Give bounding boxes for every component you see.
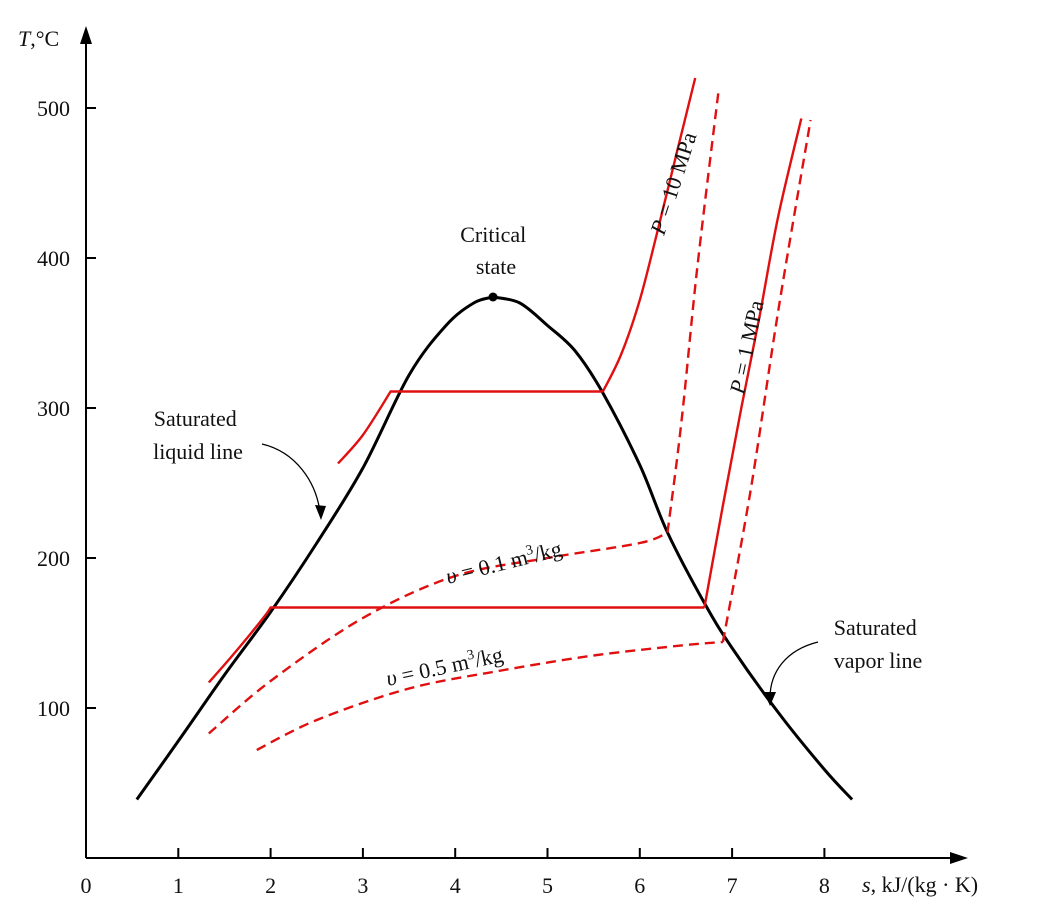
y-axis-label-symbol: T: [18, 26, 32, 51]
x-tick-label: 4: [450, 873, 461, 898]
x-ticks: 0 1 2 3 4 5 6 7 8: [81, 848, 830, 898]
isobar-1mpa-value: = 1 MPa: [727, 298, 768, 383]
saturated-liquid-line2: liquid line: [153, 439, 243, 464]
isochore-0.5-value: = 0.5 m: [394, 649, 471, 689]
curves: [135, 77, 854, 801]
x-tick-label: 8: [819, 873, 830, 898]
isochore-0.1-label: υ = 0.1 m3/kg: [443, 536, 564, 589]
isochore-0.1-unit: /kg: [531, 536, 564, 567]
x-axis-arrow: [950, 852, 968, 864]
y-tick-label: 300: [37, 396, 70, 421]
isochore-0.1: [208, 92, 720, 735]
isobar-10mpa: [337, 77, 697, 465]
critical-state-line1: Critical: [460, 222, 526, 247]
saturated-liquid-label: Saturated liquid line: [153, 406, 243, 464]
saturated-vapor-line2: vapor line: [834, 648, 923, 673]
y-axis-label: T,°C: [18, 26, 59, 51]
isobar-1mpa-label: P = 1 MPa: [724, 298, 768, 397]
saturated-liquid-line1: Saturated: [154, 406, 237, 431]
saturated-vapor-leader: [769, 641, 819, 699]
saturated-vapor-line: [492, 295, 854, 801]
isochore-0.5-unit: /kg: [473, 642, 506, 672]
y-axis-label-unit: ,°C: [30, 26, 59, 51]
isochore-0.5: [256, 119, 812, 752]
x-tick-label: 2: [265, 873, 276, 898]
saturated-liquid-leader: [261, 443, 321, 513]
x-axis-label-unit: , kJ/(kg · K): [871, 872, 979, 897]
isochore-0.1-value: = 0.1 m: [453, 544, 530, 586]
isochore-0.1-sup: 3: [524, 543, 534, 559]
critical-point-marker: [488, 292, 498, 302]
isobar-1mpa-symbol: P: [724, 378, 751, 397]
y-axis-arrow: [80, 26, 92, 44]
x-tick-label: 6: [634, 873, 645, 898]
saturated-liquid-line: [135, 295, 494, 801]
isobar-10mpa-label: P = 10 MPa: [645, 129, 702, 239]
x-tick-label: 5: [542, 873, 553, 898]
saturated-liquid-arrowhead: [315, 505, 326, 520]
isochore-0.5-sup: 3: [466, 648, 476, 664]
saturated-vapor-label: Saturated vapor line: [834, 615, 923, 673]
x-tick-label: 7: [727, 873, 738, 898]
isobar-1mpa: [207, 118, 803, 684]
y-tick-label: 100: [37, 696, 70, 721]
saturated-vapor-line1: Saturated: [834, 615, 917, 640]
y-tick-label: 500: [37, 96, 70, 121]
isochore-0.5-label: υ = 0.5 m3/kg: [384, 642, 505, 691]
critical-state-label: Critical state: [460, 222, 531, 279]
y-tick-label: 200: [37, 546, 70, 571]
x-tick-label: 1: [173, 873, 184, 898]
y-tick-label: 400: [37, 246, 70, 271]
x-axis-label: s, kJ/(kg · K): [862, 872, 978, 897]
axes: [80, 26, 968, 864]
saturated-vapor-arrowhead: [764, 692, 776, 706]
x-tick-label: 3: [357, 873, 368, 898]
y-ticks: 100 200 300 400 500: [37, 96, 96, 721]
x-tick-label: 0: [81, 873, 92, 898]
critical-state-line2: state: [476, 254, 516, 279]
isobar-10mpa-value: = 10 MPa: [649, 129, 701, 225]
x-axis-label-symbol: s: [862, 872, 871, 897]
